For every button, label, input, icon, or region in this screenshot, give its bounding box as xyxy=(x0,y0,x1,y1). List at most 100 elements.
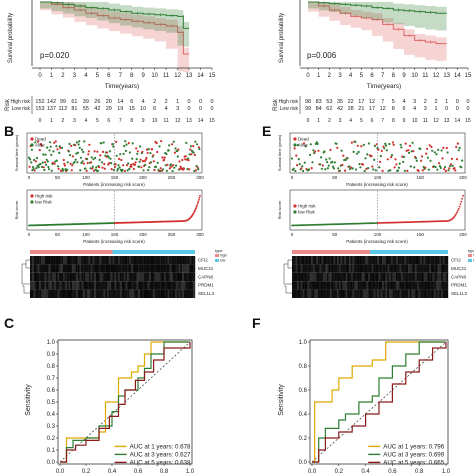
heat-cell xyxy=(72,281,75,290)
heat-cell xyxy=(406,272,409,282)
alive-point xyxy=(39,163,42,166)
heat-cell xyxy=(30,272,33,282)
dead-point xyxy=(310,167,313,170)
heat-cell xyxy=(376,289,379,298)
score-right-xticks: 0 50 100 150 200 xyxy=(291,232,468,237)
dead-point xyxy=(420,155,424,158)
heat-cell xyxy=(342,281,345,290)
alive-point xyxy=(123,145,126,148)
heat-cell xyxy=(147,289,150,298)
risk-count: 0 xyxy=(199,99,202,105)
heat-cell xyxy=(335,281,338,290)
dead-point xyxy=(391,141,394,144)
heat-cell xyxy=(86,272,89,282)
heat-cell xyxy=(304,264,307,273)
heat-cell xyxy=(68,289,71,298)
heat-cell xyxy=(359,272,362,282)
dead-point xyxy=(37,140,40,143)
heat-cell xyxy=(399,264,402,273)
alive-point xyxy=(409,165,412,168)
heat-cell xyxy=(380,272,383,282)
heat-cell xyxy=(324,272,327,282)
risk-count: 0 xyxy=(199,106,202,112)
dead-point xyxy=(99,154,102,157)
risk-x-tick-label: 13 xyxy=(444,118,450,124)
heat-cell xyxy=(72,272,75,282)
heat-cell xyxy=(435,264,438,273)
alive-point xyxy=(433,151,436,154)
heat-legend-title: type xyxy=(468,248,474,253)
heat-cell xyxy=(116,281,119,290)
heat-cell xyxy=(366,272,369,282)
alive-point xyxy=(340,149,343,152)
risk-x-tick-label: 14 xyxy=(198,118,204,124)
heat-cell xyxy=(143,264,146,273)
heat-cell xyxy=(441,256,443,265)
dead-point xyxy=(74,144,77,147)
heat-cell xyxy=(428,256,431,265)
heat-cell xyxy=(180,289,183,298)
heat-cell xyxy=(37,281,40,290)
dead-point xyxy=(71,155,74,158)
risk-count: 7 xyxy=(381,99,384,105)
alive-point xyxy=(137,165,141,168)
heat-cell xyxy=(75,256,78,265)
alive-point xyxy=(49,145,52,148)
heat-cell xyxy=(387,289,390,298)
heat-cell xyxy=(441,281,443,290)
heat-cell xyxy=(70,272,73,282)
heat-cell xyxy=(160,272,163,282)
x-tick-label: 3 xyxy=(73,73,77,79)
alive-point xyxy=(68,153,72,157)
heat-cell xyxy=(163,272,166,282)
alive-point xyxy=(343,158,346,162)
heat-cell xyxy=(162,256,165,265)
heat-cell xyxy=(311,272,313,282)
heat-cell xyxy=(444,264,447,273)
heat-cell xyxy=(392,264,395,273)
heat-cell xyxy=(345,256,348,265)
heat-cell xyxy=(193,281,196,290)
heat-cell xyxy=(427,264,430,273)
heat-cell xyxy=(167,272,170,282)
dead-point xyxy=(166,163,169,166)
heat-cell xyxy=(112,289,115,298)
status-right-legend-alive: Alive xyxy=(298,143,308,148)
heat-cell xyxy=(418,281,421,290)
heat-cell xyxy=(368,264,371,273)
score-right-legend: High risk low Risk xyxy=(293,204,316,215)
score-right-frame xyxy=(289,189,466,231)
heat-cell xyxy=(88,289,91,298)
heat-cell xyxy=(432,256,435,265)
heat-cell xyxy=(383,264,386,273)
legend-low-dot xyxy=(30,200,34,204)
heat-cell xyxy=(152,264,155,273)
dead-point xyxy=(394,158,397,161)
heat-cell xyxy=(404,272,407,282)
heat-cell xyxy=(300,264,303,273)
heat-cell xyxy=(108,272,111,282)
y-tick-label: 0.5 xyxy=(47,400,56,406)
heat-cell xyxy=(441,264,443,273)
alive-point xyxy=(58,151,61,154)
dead-point xyxy=(187,159,190,162)
dead-point xyxy=(145,156,148,160)
heat-cell xyxy=(302,272,305,282)
heat-cell xyxy=(176,289,179,298)
alive-point xyxy=(68,142,71,145)
heat-cell xyxy=(356,281,359,290)
roc-left-panel: Sensitivity 0.00.10.20.30.40.50.60.70.80… xyxy=(25,339,195,474)
heat-cell xyxy=(178,256,181,265)
heat-cell xyxy=(422,289,424,298)
heat-cell xyxy=(136,272,139,282)
alive-point xyxy=(175,164,178,167)
heat-cell xyxy=(75,272,78,282)
heat-cell xyxy=(432,264,435,273)
risk-x-tick-label: 12 xyxy=(175,118,181,124)
heat-cell xyxy=(425,256,428,265)
dead-point xyxy=(90,161,93,164)
heat-cell xyxy=(145,281,148,290)
heat-cell xyxy=(298,281,301,290)
alive-point xyxy=(431,149,434,152)
dead-point xyxy=(125,164,129,167)
